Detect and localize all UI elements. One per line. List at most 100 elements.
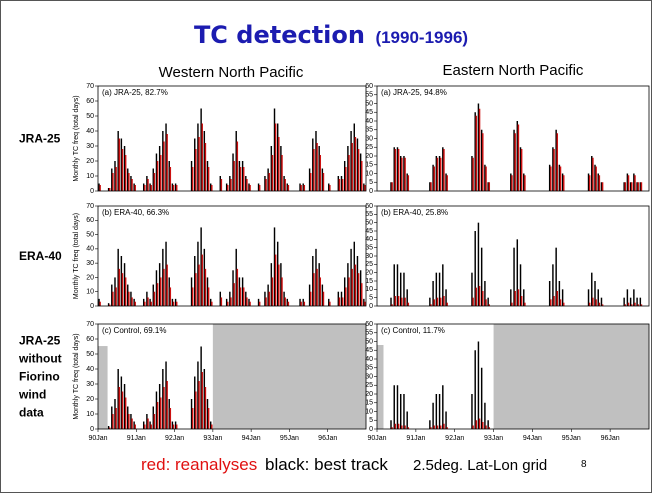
bar <box>429 182 431 191</box>
bar <box>111 284 113 306</box>
bar <box>264 176 266 191</box>
bar <box>150 185 152 191</box>
bar <box>149 183 151 191</box>
x-tick-label: 95Jan <box>562 435 581 442</box>
bar <box>118 387 121 429</box>
bar <box>134 424 136 429</box>
bar <box>120 256 123 306</box>
row-label-line: Fiorino <box>19 370 60 384</box>
bar <box>248 183 250 191</box>
bar <box>357 273 360 306</box>
bar <box>429 420 431 429</box>
bar <box>445 289 447 306</box>
bar <box>356 256 359 306</box>
bar <box>595 166 597 191</box>
bar <box>271 277 274 306</box>
x-tick-label: 92Jan <box>165 435 184 442</box>
bar <box>394 423 397 429</box>
bar <box>633 289 635 306</box>
bar <box>160 277 162 306</box>
bar <box>204 268 207 306</box>
bar <box>442 385 444 429</box>
bar <box>241 277 244 306</box>
bar <box>211 185 213 191</box>
bar <box>156 283 159 306</box>
bar <box>587 173 590 191</box>
bar <box>162 369 164 429</box>
bar <box>313 273 315 306</box>
bar <box>627 175 630 191</box>
bar <box>631 182 633 191</box>
bar <box>131 179 133 191</box>
footer-grid: 2.5deg. Lat-Lon grid <box>413 457 547 474</box>
bar <box>351 268 353 306</box>
bar <box>591 272 593 306</box>
y-tick-label: 35 <box>365 245 373 252</box>
y-tick-label: 5 <box>369 295 373 302</box>
bar <box>149 421 151 429</box>
bar <box>287 301 290 306</box>
bar <box>393 147 395 191</box>
row-label-line: JRA-25 <box>19 132 61 146</box>
y-tick-label: 45 <box>365 347 373 354</box>
bar <box>553 149 555 191</box>
bar <box>152 168 154 191</box>
bar <box>133 183 135 191</box>
bar <box>347 263 349 306</box>
bar <box>347 146 349 191</box>
bar <box>553 296 555 306</box>
bar <box>152 406 154 429</box>
bar <box>232 153 234 191</box>
bar <box>475 287 478 306</box>
bar <box>343 277 346 306</box>
bar <box>474 112 476 191</box>
bar <box>430 182 432 191</box>
bar <box>130 414 132 429</box>
bar <box>158 263 161 306</box>
bar <box>356 138 359 191</box>
bar <box>287 185 290 191</box>
bar <box>353 123 355 191</box>
bar <box>639 182 642 191</box>
bar <box>195 273 197 306</box>
row-label: ERA-40 <box>19 249 62 263</box>
bar <box>524 175 526 191</box>
bar <box>197 241 199 306</box>
panel-label: (c) Control, 11.7% <box>381 326 445 335</box>
bar <box>284 179 286 191</box>
bar <box>396 264 399 306</box>
bar <box>633 173 635 191</box>
bar <box>480 247 483 306</box>
bar <box>171 421 174 429</box>
bar <box>310 173 312 191</box>
bar <box>194 376 196 429</box>
bar <box>407 175 410 191</box>
bar <box>248 298 250 306</box>
row-label: JRA-25 <box>19 132 61 146</box>
bar <box>149 298 151 306</box>
bar <box>190 399 193 429</box>
no-data-region <box>212 324 366 429</box>
y-tick-label: 60 <box>365 321 373 328</box>
bar <box>207 287 210 306</box>
bar <box>329 301 331 306</box>
y-tick-label: 55 <box>365 330 373 337</box>
bar <box>310 291 312 306</box>
y-tick-label: 10 <box>86 289 94 296</box>
bar <box>118 138 121 191</box>
bar <box>245 176 247 191</box>
bar <box>276 241 279 306</box>
column-title: Eastern North Pacific <box>443 62 584 79</box>
bar <box>624 182 627 191</box>
bar <box>150 424 152 429</box>
bar <box>127 406 129 429</box>
bar <box>172 301 175 306</box>
bar <box>401 157 403 191</box>
y-tick-label: 50 <box>86 351 94 358</box>
bar <box>328 298 330 306</box>
y-tick-label: 60 <box>86 336 94 343</box>
bar <box>517 124 520 191</box>
title-years: (1990-1996) <box>375 28 468 47</box>
bar <box>364 301 366 306</box>
bar <box>563 302 565 306</box>
